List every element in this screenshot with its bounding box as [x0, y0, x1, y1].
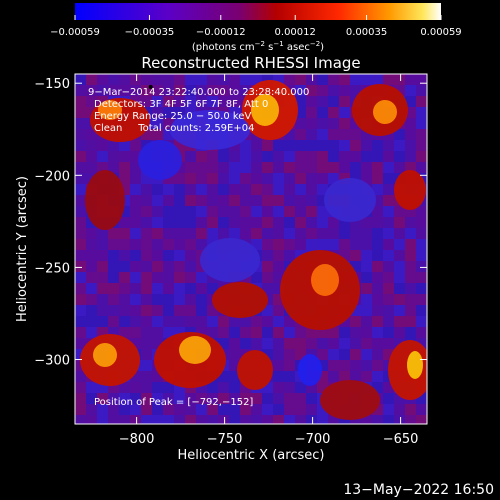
colorbar-tick-label: −0.00035 [125, 27, 175, 38]
x-tick-label: −700 [295, 432, 331, 447]
colorbar-tick-label: 0.00059 [420, 27, 461, 38]
colorbar-tick-label: −0.00059 [50, 27, 100, 38]
axis-ticks: −800 −750 −700 −650 −150 −200 −250 −300 [34, 74, 427, 447]
y-axis-label: Heliocentric Y (arcsec) [15, 176, 30, 322]
annotation-peak-position: Position of Peak = [−792,−152] [94, 397, 254, 408]
heatmap [75, 74, 427, 424]
x-tick-label: −800 [119, 432, 155, 447]
peak-marker [148, 84, 153, 89]
colorbar-units-label: (photons cm−2 s−1 asec−2) [192, 40, 324, 53]
colorbar [75, 3, 441, 20]
footer-date: 13−May−2022 16:50 [343, 482, 494, 498]
y-tick-label: −150 [34, 77, 70, 92]
y-tick-label: −250 [34, 261, 70, 276]
plot-frame [74, 73, 428, 425]
x-axis-label: Heliocentric X (arcsec) [178, 448, 325, 463]
y-tick-label: −300 [34, 354, 70, 369]
colorbar-tick-label: 0.00035 [346, 27, 387, 38]
x-tick-label: −650 [383, 432, 419, 447]
chart-title: Reconstructed RHESSI Image [141, 54, 360, 72]
colorbar-tick-label: 0.00012 [275, 27, 316, 38]
x-tick-label: −750 [207, 432, 243, 447]
annotation-energy: Energy Range: 25.0 − 50.0 keV [94, 111, 252, 122]
annotation-clean: Clean Total counts: 2.59E+04 [94, 123, 255, 134]
y-tick-label: −200 [34, 169, 70, 184]
colorbar-ticks: −0.00059 −0.00035 −0.00012 0.00012 0.00035 0.… [50, 15, 462, 38]
annotation-time: 9−Mar−2014 23:22:40.000 to 23:28:40.000 [88, 87, 310, 98]
colorbar-tick-label: −0.00012 [196, 27, 246, 38]
annotation-detectors: Detectors: 3F 4F 5F 6F 7F 8F, Att 0 [94, 99, 269, 110]
